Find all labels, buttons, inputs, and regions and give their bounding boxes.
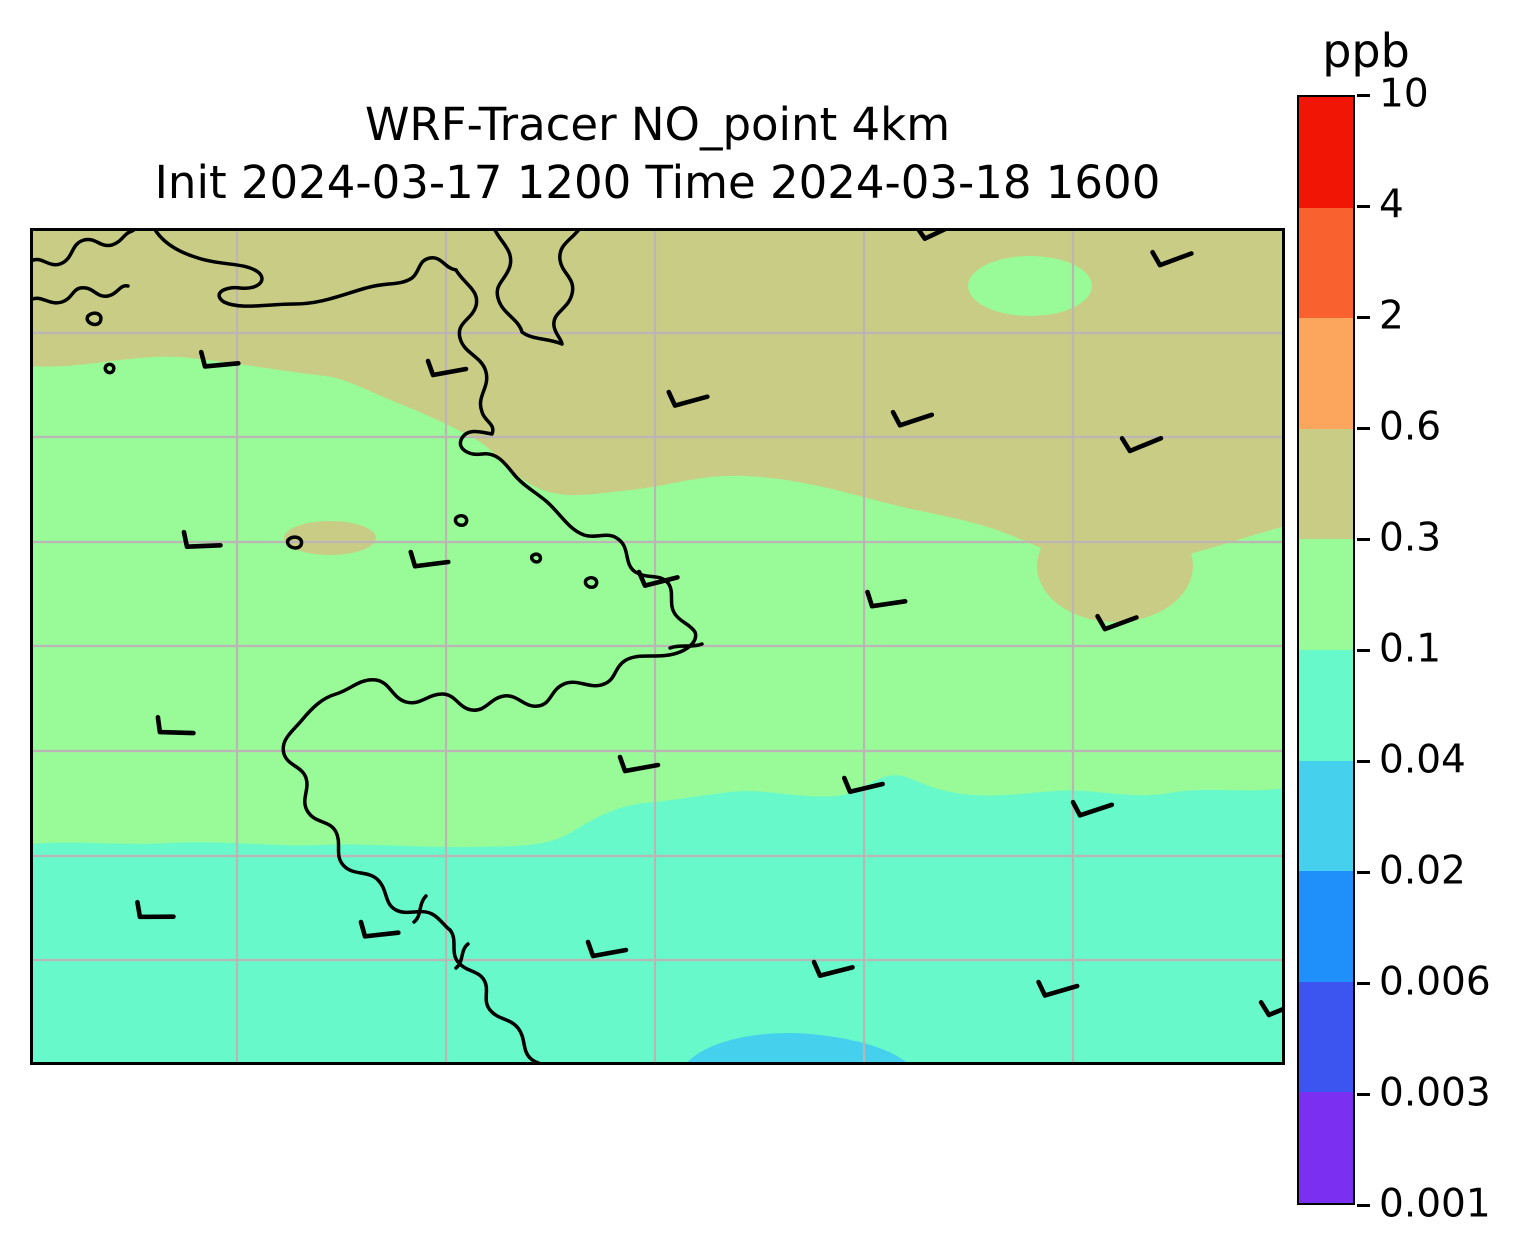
- colorbar-tick: [1357, 981, 1370, 985]
- wind-barb: [198, 349, 241, 369]
- colorbar-segment: [1299, 981, 1353, 1093]
- colorbar-tick: [1357, 204, 1370, 208]
- coastline-south: [412, 894, 548, 1065]
- wind-barb: [811, 959, 855, 978]
- colorbar-tick: [1357, 537, 1370, 541]
- colorbar-tick: [1357, 93, 1370, 97]
- coastline-north: [152, 228, 458, 308]
- map-border: [30, 228, 1285, 1065]
- band-aqua-south: [30, 775, 1285, 1065]
- colorbar-segment: [1299, 649, 1353, 761]
- wind-barb: [585, 939, 629, 959]
- colorbar-tick-label: 0.003: [1379, 1070, 1491, 1116]
- colorbar-segment: [1299, 428, 1353, 540]
- plot-title-line2: Init 2024-03-17 1200 Time 2024-03-18 160…: [154, 155, 1161, 209]
- colorbar-tick-label: 0.6: [1379, 404, 1442, 450]
- colorbar-segment: [1299, 207, 1353, 319]
- wind-barb: [408, 549, 451, 569]
- wind-barb: [1119, 435, 1164, 454]
- green-patch-northeast: [968, 256, 1092, 316]
- gridlines: [30, 228, 1285, 1065]
- coastline-topleft: [30, 228, 139, 375]
- colorbar-tick: [1357, 759, 1370, 763]
- patch-cyan-south: [685, 1033, 910, 1065]
- map-canvas: [30, 228, 1285, 1065]
- colorbar-segment: [1299, 1092, 1353, 1203]
- colorbar-segment: [1299, 97, 1353, 208]
- wind-barb: [617, 754, 661, 774]
- wind-barb: [425, 358, 469, 378]
- colorbar-tick-label: 0.02: [1379, 848, 1466, 894]
- colorbar-tick-label: 0.1: [1379, 626, 1442, 672]
- band-khaki-north: [30, 228, 1285, 569]
- coastlines: [30, 228, 704, 1065]
- wind-barb: [1036, 979, 1080, 998]
- khaki-blob-northeast: [1037, 510, 1193, 622]
- wind-barb: [1258, 999, 1285, 1018]
- colorbar: 10 4 2 0.6 0.3 0.1 0.04 0.02 0.006 0.003 0.001: [1297, 72, 1528, 1227]
- wind-barb: [890, 409, 935, 428]
- khaki-blob-west: [284, 521, 376, 555]
- wind-barb: [865, 589, 908, 609]
- colorbar-segment: [1299, 539, 1353, 650]
- wind-barb: [358, 919, 401, 939]
- colorbar-tick-label: 0.006: [1379, 959, 1491, 1005]
- wind-barbs: [135, 228, 1285, 1018]
- wind-barb: [1070, 799, 1115, 818]
- colorbar-tick-label: 0.3: [1379, 515, 1442, 561]
- wind-barb: [155, 715, 196, 736]
- wind-barb: [181, 529, 223, 549]
- colorbar-tick-label: 0.001: [1379, 1181, 1491, 1227]
- coastline-north-prongs: [492, 228, 582, 346]
- colorbar-segment: [1299, 318, 1353, 429]
- plot-title: WRF-Tracer NO_point 4km Init 2024-03-17 …: [30, 96, 1285, 211]
- wind-barb: [841, 775, 885, 795]
- colorbar-tick-label: 4: [1379, 182, 1404, 228]
- wind-barb: [1095, 613, 1139, 632]
- colorbar-tick: [1357, 315, 1370, 319]
- colorbar-tick: [1357, 870, 1370, 874]
- colorbar-tick: [1357, 426, 1370, 430]
- colorbar-segment: [1299, 871, 1353, 982]
- colorbar-tick-label: 0.04: [1379, 737, 1466, 783]
- colorbar-tick-label: 2: [1379, 293, 1404, 339]
- wind-barb: [666, 389, 710, 408]
- colorbar-tick: [1357, 648, 1370, 652]
- plot-title-line1: WRF-Tracer NO_point 4km: [364, 98, 951, 151]
- wind-barb: [135, 899, 176, 920]
- colorbar-bar: [1297, 95, 1355, 1205]
- coastline-island-complex: [281, 678, 606, 932]
- coastline-islets: [285, 514, 599, 589]
- colorbar-tick: [1357, 1203, 1370, 1207]
- colorbar-tick: [1357, 1092, 1370, 1096]
- colorbar-segment: [1299, 760, 1353, 872]
- wind-barb: [636, 569, 680, 588]
- wind-barb: [1150, 249, 1194, 268]
- map-plot-area: [30, 228, 1285, 1065]
- colorbar-tick-label: 10: [1379, 71, 1429, 117]
- colorbar-title: ppb: [1322, 24, 1410, 78]
- coastline-bay: [454, 268, 704, 686]
